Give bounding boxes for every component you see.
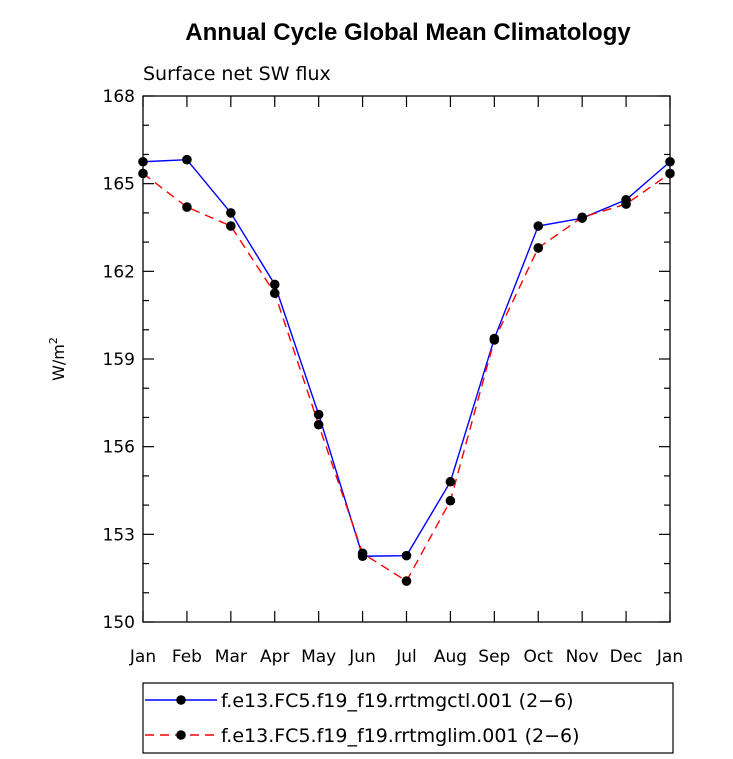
series-1-point xyxy=(665,156,675,167)
series-1-point xyxy=(313,409,324,420)
y-tick-label: 168 xyxy=(103,87,135,107)
series-2-point xyxy=(269,288,280,299)
legend-label-2: f.e13.FC5.f19_f19.rrtmglim.001 (2−6) xyxy=(221,725,580,747)
y-axis-label-text: W/m xyxy=(49,344,68,381)
series-1-point xyxy=(138,156,148,167)
y-tick-label: 153 xyxy=(103,525,135,545)
x-tick-label: Jul xyxy=(395,647,417,667)
series-2-point xyxy=(182,202,192,212)
x-tick-label: Aug xyxy=(434,647,467,667)
y-tick-label: 156 xyxy=(103,438,135,458)
legend-marker-2 xyxy=(176,730,186,740)
x-tick-label: Apr xyxy=(260,647,289,667)
series-2-point xyxy=(226,221,236,231)
y-tick-label: 162 xyxy=(103,262,135,282)
x-tick-label: Jun xyxy=(348,647,376,667)
series-2-point xyxy=(621,199,631,209)
x-tick-label: Sep xyxy=(478,647,510,667)
series-1-point xyxy=(445,476,456,487)
series-2-point xyxy=(577,212,587,223)
series-2-point xyxy=(401,576,412,586)
series-2-point xyxy=(665,168,675,179)
legend: f.e13.FC5.f19_f19.rrtmgctl.001 (2−6) f.e1… xyxy=(142,682,674,754)
y-axis-label-superscript: 2 xyxy=(47,337,60,344)
x-tick-label: Dec xyxy=(610,647,643,667)
x-tick-label: Mar xyxy=(215,647,247,667)
x-tick-label: Oct xyxy=(524,647,554,667)
series-line-2 xyxy=(142,172,671,583)
series-2-point xyxy=(445,495,456,506)
series-line-1 xyxy=(142,158,671,557)
plot-area: 150 153 156 159 162 165 168 Jan Feb Mar Apr May Jun J… xyxy=(103,87,684,667)
x-tick-label: Jan xyxy=(656,647,683,667)
series-2-point xyxy=(489,335,500,345)
plot-frame xyxy=(142,95,671,623)
series-2-point xyxy=(313,419,324,430)
chart-title: Annual Cycle Global Mean Climatology xyxy=(185,19,631,46)
y-axis-label: W/m2 xyxy=(47,337,68,381)
y-tick-label: 165 xyxy=(103,175,135,195)
x-tick-label: Jan xyxy=(129,647,156,667)
series-1-point xyxy=(182,154,192,165)
y-tick-label: 150 xyxy=(103,613,135,633)
series-1-point xyxy=(226,208,236,218)
series-2-point xyxy=(357,548,368,559)
series-2-point xyxy=(533,243,544,253)
series-2-point xyxy=(138,168,148,179)
y-tick-label: 159 xyxy=(103,350,135,370)
chart-subtitle: Surface net SW flux xyxy=(143,63,331,85)
x-tick-label: Feb xyxy=(172,647,202,667)
x-tick-label: Nov xyxy=(566,647,599,667)
series-1-point xyxy=(269,279,280,290)
series-1-point xyxy=(533,221,544,231)
x-tick-label: May xyxy=(301,647,336,667)
legend-box xyxy=(142,682,674,754)
legend-marker-1 xyxy=(176,695,186,705)
legend-label-1: f.e13.FC5.f19_f19.rrtmgctl.001 (2−6) xyxy=(221,690,574,712)
series-1-point xyxy=(401,550,412,561)
